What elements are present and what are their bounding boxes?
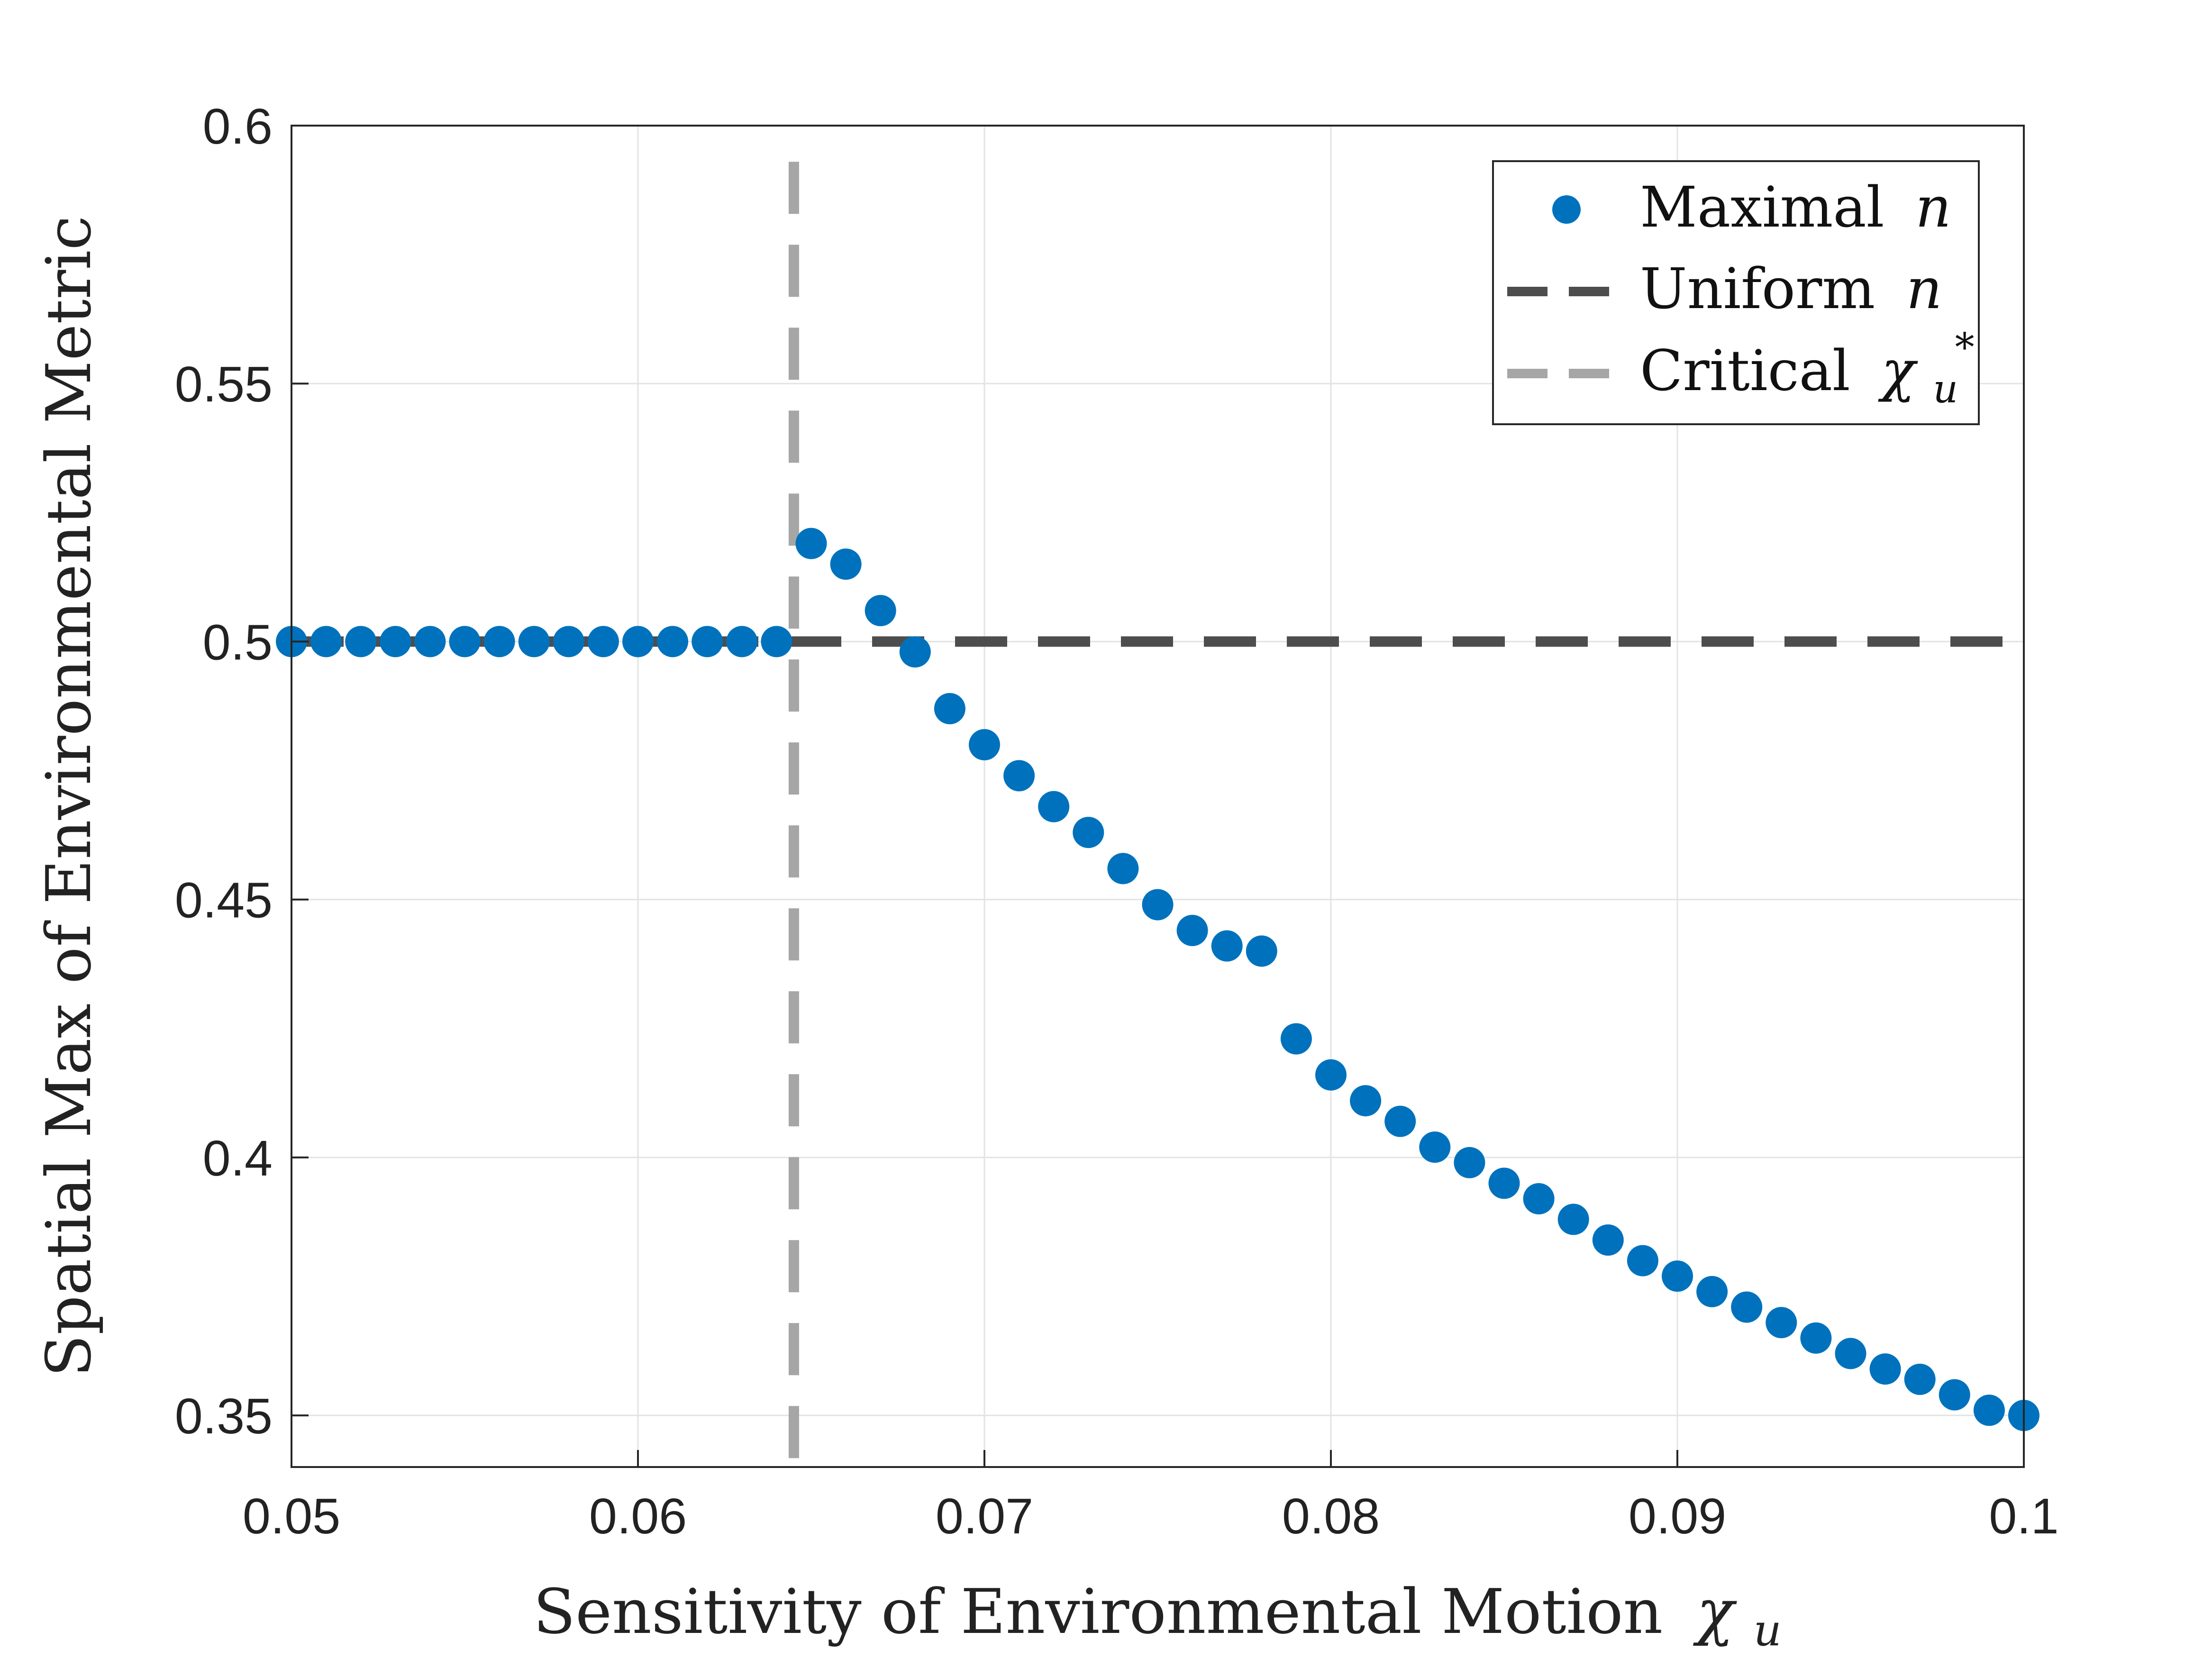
data-point [483,626,515,657]
data-point [1073,817,1104,848]
data-point [1696,1276,1728,1307]
data-point [1939,1379,1970,1411]
x-axis-title-symbol: χ [1693,1576,1738,1648]
legend-label-critical-chi: Critical χ u * [1640,325,1976,416]
data-point [518,626,550,657]
data-point [380,626,411,657]
data-point [899,636,931,668]
data-point [1488,1167,1520,1199]
x-tick-label: 0.07 [936,1488,1033,1544]
y-tick-label: 0.35 [175,1388,273,1444]
data-point [1246,935,1277,967]
data-point [1384,1105,1416,1137]
data-point [1038,791,1070,822]
legend-marker-maximal-n [1552,195,1581,224]
scatter-series-maximal-n [276,528,2039,1431]
data-point [1350,1085,1382,1117]
data-point [1523,1183,1555,1214]
data-point [1107,853,1139,884]
data-point [622,626,654,657]
data-point [587,626,619,657]
y-axis-title: Spatial Max of Environmental Metric [33,216,105,1377]
x-tick-label: 0.05 [243,1488,340,1544]
legend-label-critical-symbol: χ [1878,338,1918,403]
y-tick-label: 0.55 [175,356,273,412]
data-point [1454,1147,1485,1178]
data-point [969,729,1000,761]
legend-label-uniform-text: Uniform [1640,256,1875,321]
data-point [657,626,689,657]
legend-label-uniform-symbol: n [1906,256,1942,321]
y-tick-label: 0.5 [203,614,273,670]
data-point [692,626,723,657]
x-tick-label: 0.09 [1629,1488,1726,1544]
axes-frame [291,125,2025,1468]
y-tick-label: 0.6 [203,99,273,155]
data-point [1904,1363,1936,1395]
legend-label-uniform-n: Uniform n [1640,256,1942,321]
x-axis-title: Sensitivity of Environmental Motion χ u [533,1576,1782,1656]
data-point [1142,889,1174,921]
x-tick-label: 0.08 [1282,1488,1380,1544]
legend-label-maximal-text: Maximal [1640,174,1884,240]
data-point [1627,1245,1658,1276]
y-tick-label: 0.4 [203,1130,273,1186]
legend: Maximal n Uniform n Critical χ u * [1492,160,1980,425]
data-point [761,626,792,657]
data-point [1211,930,1243,962]
data-point [726,626,758,657]
ticks: 0.05 0.06 0.07 0.08 0.09 0.1 0.35 0.4 0.45 0.5 0.5… [175,99,2059,1544]
data-point [1800,1322,1832,1354]
data-point [1176,915,1208,946]
data-point [1973,1395,2005,1426]
legend-label-critical-text: Critical [1640,338,1850,403]
data-point [1557,1203,1589,1235]
data-point [1766,1307,1797,1339]
data-point [310,626,342,657]
data-point [830,548,862,580]
x-tick-label: 0.1 [1989,1488,2058,1544]
x-tick-label: 0.06 [589,1488,687,1544]
x-axis-title-subscript: u [1754,1605,1782,1656]
data-point [1003,760,1035,792]
legend-label-critical-superscript: * [1955,325,1975,370]
data-point [1280,1023,1312,1055]
data-point [865,595,896,627]
data-point [1419,1131,1451,1163]
legend-label-maximal-n: Maximal n [1640,174,1951,240]
data-point [934,693,965,724]
data-point [414,626,446,657]
data-point [1592,1224,1624,1256]
data-point [1315,1059,1347,1091]
data-point [1662,1260,1693,1292]
data-point [449,626,481,657]
data-point [553,626,584,657]
legend-label-critical-subscript: u [1933,367,1958,412]
data-point [1869,1353,1901,1385]
data-point [1835,1338,1866,1369]
data-point [1731,1291,1763,1323]
data-point [795,528,827,559]
legend-label-maximal-symbol: n [1915,174,1951,240]
x-axis-title-text: Sensitivity of Environmental Motion [533,1576,1663,1648]
y-tick-label: 0.45 [175,873,273,929]
data-point [345,626,377,657]
